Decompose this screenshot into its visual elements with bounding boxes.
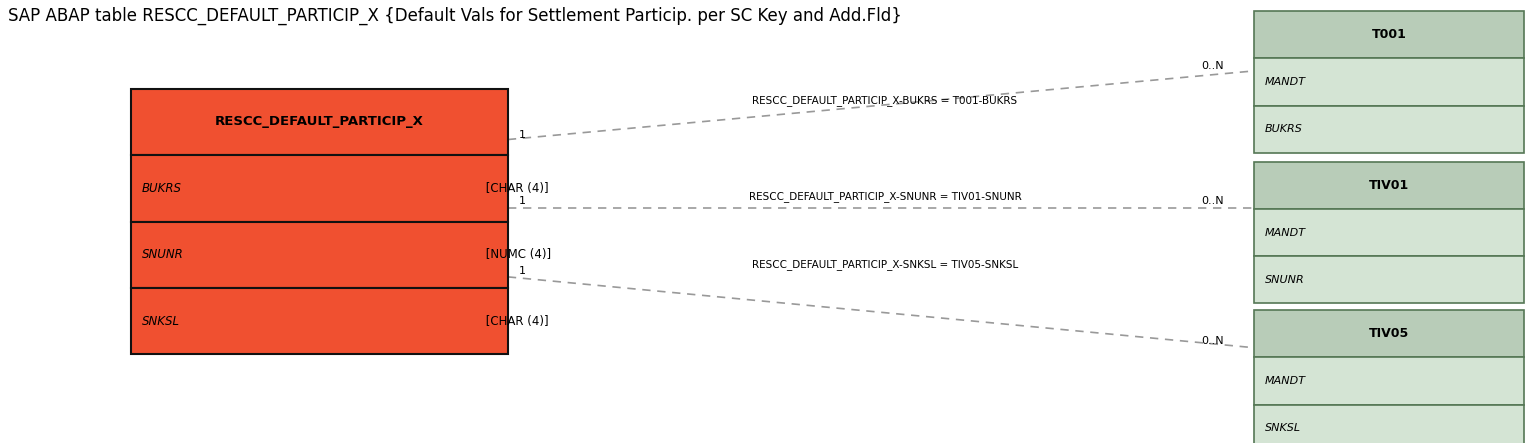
FancyBboxPatch shape (1254, 58, 1524, 105)
Text: RESCC_DEFAULT_PARTICIP_X-SNUNR = TIV01-SNUNR: RESCC_DEFAULT_PARTICIP_X-SNUNR = TIV01-S… (748, 191, 1022, 202)
Text: [CHAR (4)]: [CHAR (4)] (482, 315, 548, 328)
Text: SNKSL: SNKSL (142, 315, 180, 328)
FancyBboxPatch shape (1254, 404, 1524, 443)
Text: 1: 1 (519, 129, 526, 140)
Text: [CHAR (4)]: [CHAR (4)] (482, 182, 548, 195)
Text: RESCC_DEFAULT_PARTICIP_X: RESCC_DEFAULT_PARTICIP_X (215, 115, 423, 128)
Text: RESCC_DEFAULT_PARTICIP_X-SNKSL = TIV05-SNKSL: RESCC_DEFAULT_PARTICIP_X-SNKSL = TIV05-S… (751, 259, 1019, 270)
FancyBboxPatch shape (1254, 209, 1524, 256)
Text: 0..N: 0..N (1200, 196, 1224, 206)
Text: SAP ABAP table RESCC_DEFAULT_PARTICIP_X {Default Vals for Settlement Particip. p: SAP ABAP table RESCC_DEFAULT_PARTICIP_X … (8, 7, 902, 25)
FancyBboxPatch shape (1254, 162, 1524, 209)
FancyBboxPatch shape (131, 155, 508, 222)
Text: MANDT: MANDT (1265, 376, 1307, 386)
Text: TIV01: TIV01 (1368, 179, 1410, 192)
Text: SNUNR: SNUNR (142, 248, 183, 261)
Text: BUKRS: BUKRS (1265, 124, 1304, 134)
Text: TIV05: TIV05 (1368, 327, 1410, 340)
Text: SNKSL: SNKSL (1265, 423, 1300, 433)
Text: T001: T001 (1371, 28, 1407, 41)
Text: BUKRS: BUKRS (142, 182, 182, 195)
FancyBboxPatch shape (1254, 256, 1524, 303)
FancyBboxPatch shape (1254, 105, 1524, 153)
Text: 0..N: 0..N (1200, 61, 1224, 71)
FancyBboxPatch shape (131, 288, 508, 354)
Text: 0..N: 0..N (1200, 336, 1224, 346)
FancyBboxPatch shape (1254, 358, 1524, 404)
FancyBboxPatch shape (131, 222, 508, 288)
FancyBboxPatch shape (1254, 310, 1524, 358)
Text: 1: 1 (519, 265, 526, 276)
Text: 1: 1 (519, 196, 526, 206)
Text: RESCC_DEFAULT_PARTICIP_X-BUKRS = T001-BUKRS: RESCC_DEFAULT_PARTICIP_X-BUKRS = T001-BU… (753, 95, 1017, 106)
Text: MANDT: MANDT (1265, 77, 1307, 87)
Text: SNUNR: SNUNR (1265, 275, 1305, 285)
FancyBboxPatch shape (1254, 11, 1524, 58)
Text: MANDT: MANDT (1265, 228, 1307, 237)
FancyBboxPatch shape (131, 89, 508, 155)
Text: [NUMC (4)]: [NUMC (4)] (482, 248, 551, 261)
